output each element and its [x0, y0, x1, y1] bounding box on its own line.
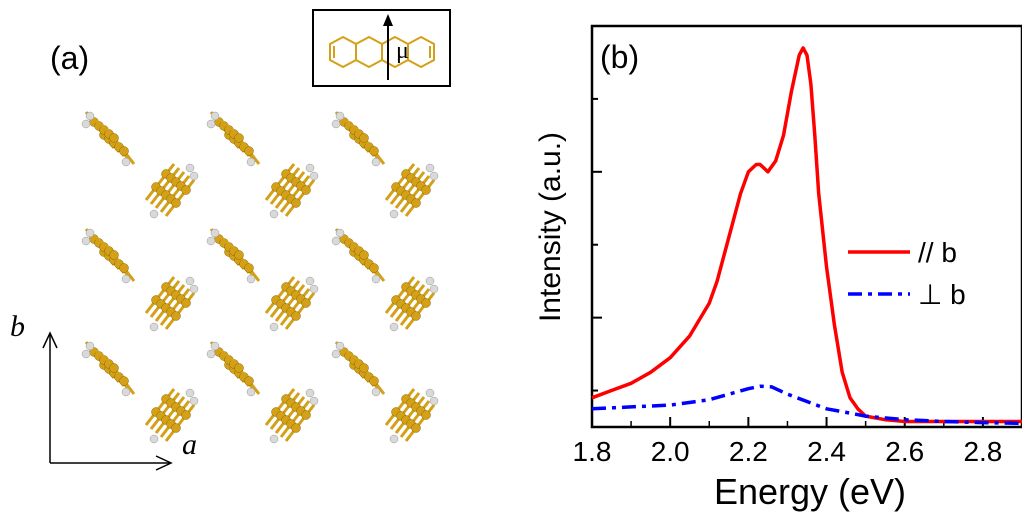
plot-frame: [590, 24, 1022, 429]
spectrum-chart: 1.8 2.0 2.2 2.4 2.6 2.8 // b ⊥ b Energy (eV) I…: [534, 24, 1022, 512]
molecular-packing: [81, 111, 439, 444]
molecule-stack: [81, 111, 136, 167]
molecule-stack: [264, 163, 319, 219]
x-ticks: 1.8 2.0 2.2 2.4 2.6 2.8: [573, 417, 1002, 467]
molecule-stack: [384, 163, 439, 219]
panel-b-label: (b): [600, 39, 639, 75]
molecule-stack: [206, 111, 261, 167]
x-tick-label: 2.6: [885, 436, 924, 467]
molecule-stack: [264, 276, 319, 332]
series-line-0: [591, 46, 1022, 424]
series-group: [591, 46, 1022, 426]
molecule-stack: [331, 111, 386, 167]
molecule-stack: [81, 341, 136, 397]
series-line-1: [591, 384, 1022, 426]
y-ticks: [592, 97, 602, 392]
molecule-stack: [81, 228, 136, 284]
x-tick-label: 2.4: [807, 436, 846, 467]
lattice-axes: [42, 331, 173, 471]
molecule-stack: [331, 228, 386, 284]
x-axis-title: Energy (eV): [714, 471, 906, 512]
axis-a-label: a: [182, 428, 197, 461]
x-tick-label: 1.8: [573, 436, 612, 467]
panel-a-label: (a): [50, 40, 90, 76]
molecule-stack: [206, 228, 261, 284]
y-axis-title: Intensity (a.u.): [534, 132, 567, 322]
molecule-stack: [144, 388, 199, 444]
molecule-stack: [144, 163, 199, 219]
molecule-stack: [384, 388, 439, 444]
x-tick-label: 2.0: [651, 436, 690, 467]
molecule-stack: [206, 341, 261, 397]
axis-b-label: b: [10, 310, 25, 343]
dipole-symbol: μ: [396, 38, 409, 64]
molecule-stack: [144, 276, 199, 332]
x-tick-label: 2.2: [729, 436, 768, 467]
legend-label: ⊥ b: [918, 279, 966, 310]
molecule-stack: [331, 341, 386, 397]
legend-label: // b: [918, 237, 957, 268]
molecule-inset: [312, 9, 451, 87]
molecule-stack: [264, 388, 319, 444]
molecule-stack: [384, 276, 439, 332]
legend: // b ⊥ b: [848, 237, 966, 310]
x-tick-label: 2.8: [963, 436, 1002, 467]
